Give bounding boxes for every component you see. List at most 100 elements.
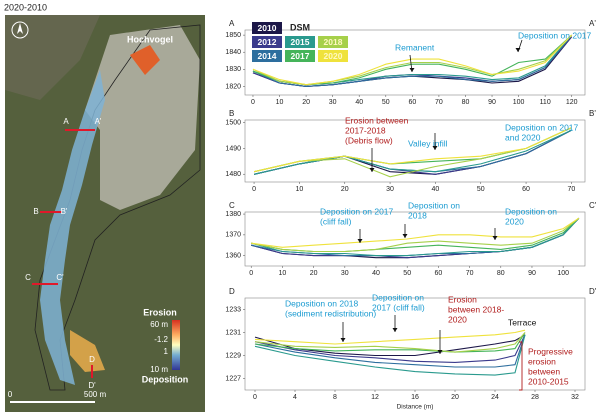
annotation: Progressive: [528, 346, 573, 356]
y-tick-label: 1490: [225, 145, 241, 152]
annotation-arrowhead: [492, 236, 498, 240]
annotation: (sediment redistribution): [285, 308, 376, 318]
annotation: Remanent: [395, 42, 435, 52]
annotation: Deposition on 2017: [320, 206, 394, 216]
profile-line: [251, 217, 580, 257]
profile-line: [254, 334, 526, 363]
x-tick-label: 20: [451, 394, 459, 401]
profile-line: [254, 332, 526, 353]
annotation: Deposition on: [372, 292, 424, 302]
annotation-bracket: [519, 341, 523, 391]
x-tick-label: 70: [435, 99, 443, 106]
x-tick-label: 16: [411, 394, 419, 401]
profile-line: [253, 127, 572, 173]
x-tick-label: 20: [341, 186, 349, 193]
legend-swatch: [252, 22, 282, 34]
erosion-patch: [130, 45, 160, 75]
map: [5, 15, 205, 412]
section-end-label: D': [589, 287, 597, 296]
x-tick-label: 20: [302, 99, 310, 106]
plot-frame: [244, 119, 586, 183]
annotation-arrowhead: [409, 68, 415, 72]
annotation: and 2020: [505, 132, 541, 142]
annotation: (Debris flow): [345, 135, 393, 145]
colorbar: [172, 320, 180, 370]
profile-line: [254, 329, 526, 345]
map-label: 60 m: [150, 320, 168, 329]
x-tick-label: 30: [329, 99, 337, 106]
annotation: (cliff fall): [320, 216, 352, 226]
x-tick-label: 28: [531, 394, 539, 401]
x-tick-label: 110: [540, 99, 551, 106]
x-tick-label: 70: [568, 186, 576, 193]
profile-line: [254, 334, 526, 376]
annotation: Erosion: [448, 294, 477, 304]
x-tick-label: 40: [355, 99, 363, 106]
map-label: 1: [164, 347, 169, 356]
map-label: 0: [8, 390, 13, 399]
map-label: 500 m: [84, 390, 107, 399]
x-tick-label: 12: [371, 394, 379, 401]
y-tick-label: 1480: [225, 171, 241, 178]
legend-label: 2012: [258, 37, 277, 47]
legend-label: 2018: [324, 37, 343, 47]
map-label: Hochvogel: [127, 34, 173, 44]
annotation: Deposition on 2017: [505, 122, 579, 132]
legend-swatch: [285, 50, 315, 62]
y-tick-label: 1830: [225, 66, 241, 73]
x-tick-label: 50: [403, 270, 411, 277]
x-tick-label: 80: [462, 99, 470, 106]
map-terrain: [5, 15, 100, 100]
x-axis-label: Distance (m): [397, 404, 434, 411]
profile-line: [254, 334, 526, 357]
map-label: B: [33, 207, 38, 216]
x-tick-label: 8: [333, 394, 337, 401]
profile-line: [254, 332, 526, 353]
plot-frame: [244, 211, 586, 267]
section-end-label: B': [589, 109, 596, 118]
profile-line: [252, 34, 573, 86]
section-start-label: C: [229, 201, 235, 210]
section-start-label: D: [229, 287, 235, 296]
gully-change: [40, 70, 105, 385]
x-tick-label: 20: [310, 270, 318, 277]
x-tick-label: 120: [566, 99, 578, 106]
y-tick-label: 1820: [225, 83, 241, 90]
annotation: erosion: [528, 356, 556, 366]
y-tick-label: 1227: [225, 375, 241, 382]
y-tick-label: 1231: [225, 329, 241, 336]
legend-swatch: [318, 36, 348, 48]
x-tick-label: 0: [249, 270, 253, 277]
legend-label: 2015: [291, 37, 310, 47]
map-label: Erosion: [143, 307, 177, 317]
annotation-arrowhead: [340, 338, 346, 342]
x-tick-label: 80: [497, 270, 505, 277]
x-tick-label: 60: [522, 186, 530, 193]
x-tick-label: 60: [408, 99, 416, 106]
profile-line: [251, 217, 580, 248]
x-tick-label: 32: [571, 394, 579, 401]
annotation: 2010-2015: [528, 376, 569, 386]
x-tick-label: 0: [253, 394, 257, 401]
y-tick-label: 1229: [225, 352, 241, 359]
plot-frame: [244, 29, 586, 96]
section-start-label: A: [229, 19, 235, 28]
map-label: Deposition: [142, 374, 189, 384]
annotation-arrowhead: [402, 234, 408, 238]
x-tick-label: 90: [528, 270, 536, 277]
annotation: Erosion between: [345, 115, 409, 125]
profile-line: [254, 334, 526, 368]
profile-line: [253, 129, 572, 175]
y-tick-label: 1380: [225, 211, 241, 218]
legend-swatch: [318, 50, 348, 62]
map-label: A': [95, 117, 102, 126]
x-tick-label: 0: [252, 186, 256, 193]
x-tick-label: 30: [341, 270, 349, 277]
map-label: D': [88, 381, 96, 390]
north-arrow: [17, 23, 23, 34]
legend-title: DSM: [290, 22, 310, 32]
erosion-patch: [70, 330, 105, 372]
map-label: 10 m: [150, 365, 168, 374]
legend-label: 2014: [258, 51, 277, 61]
